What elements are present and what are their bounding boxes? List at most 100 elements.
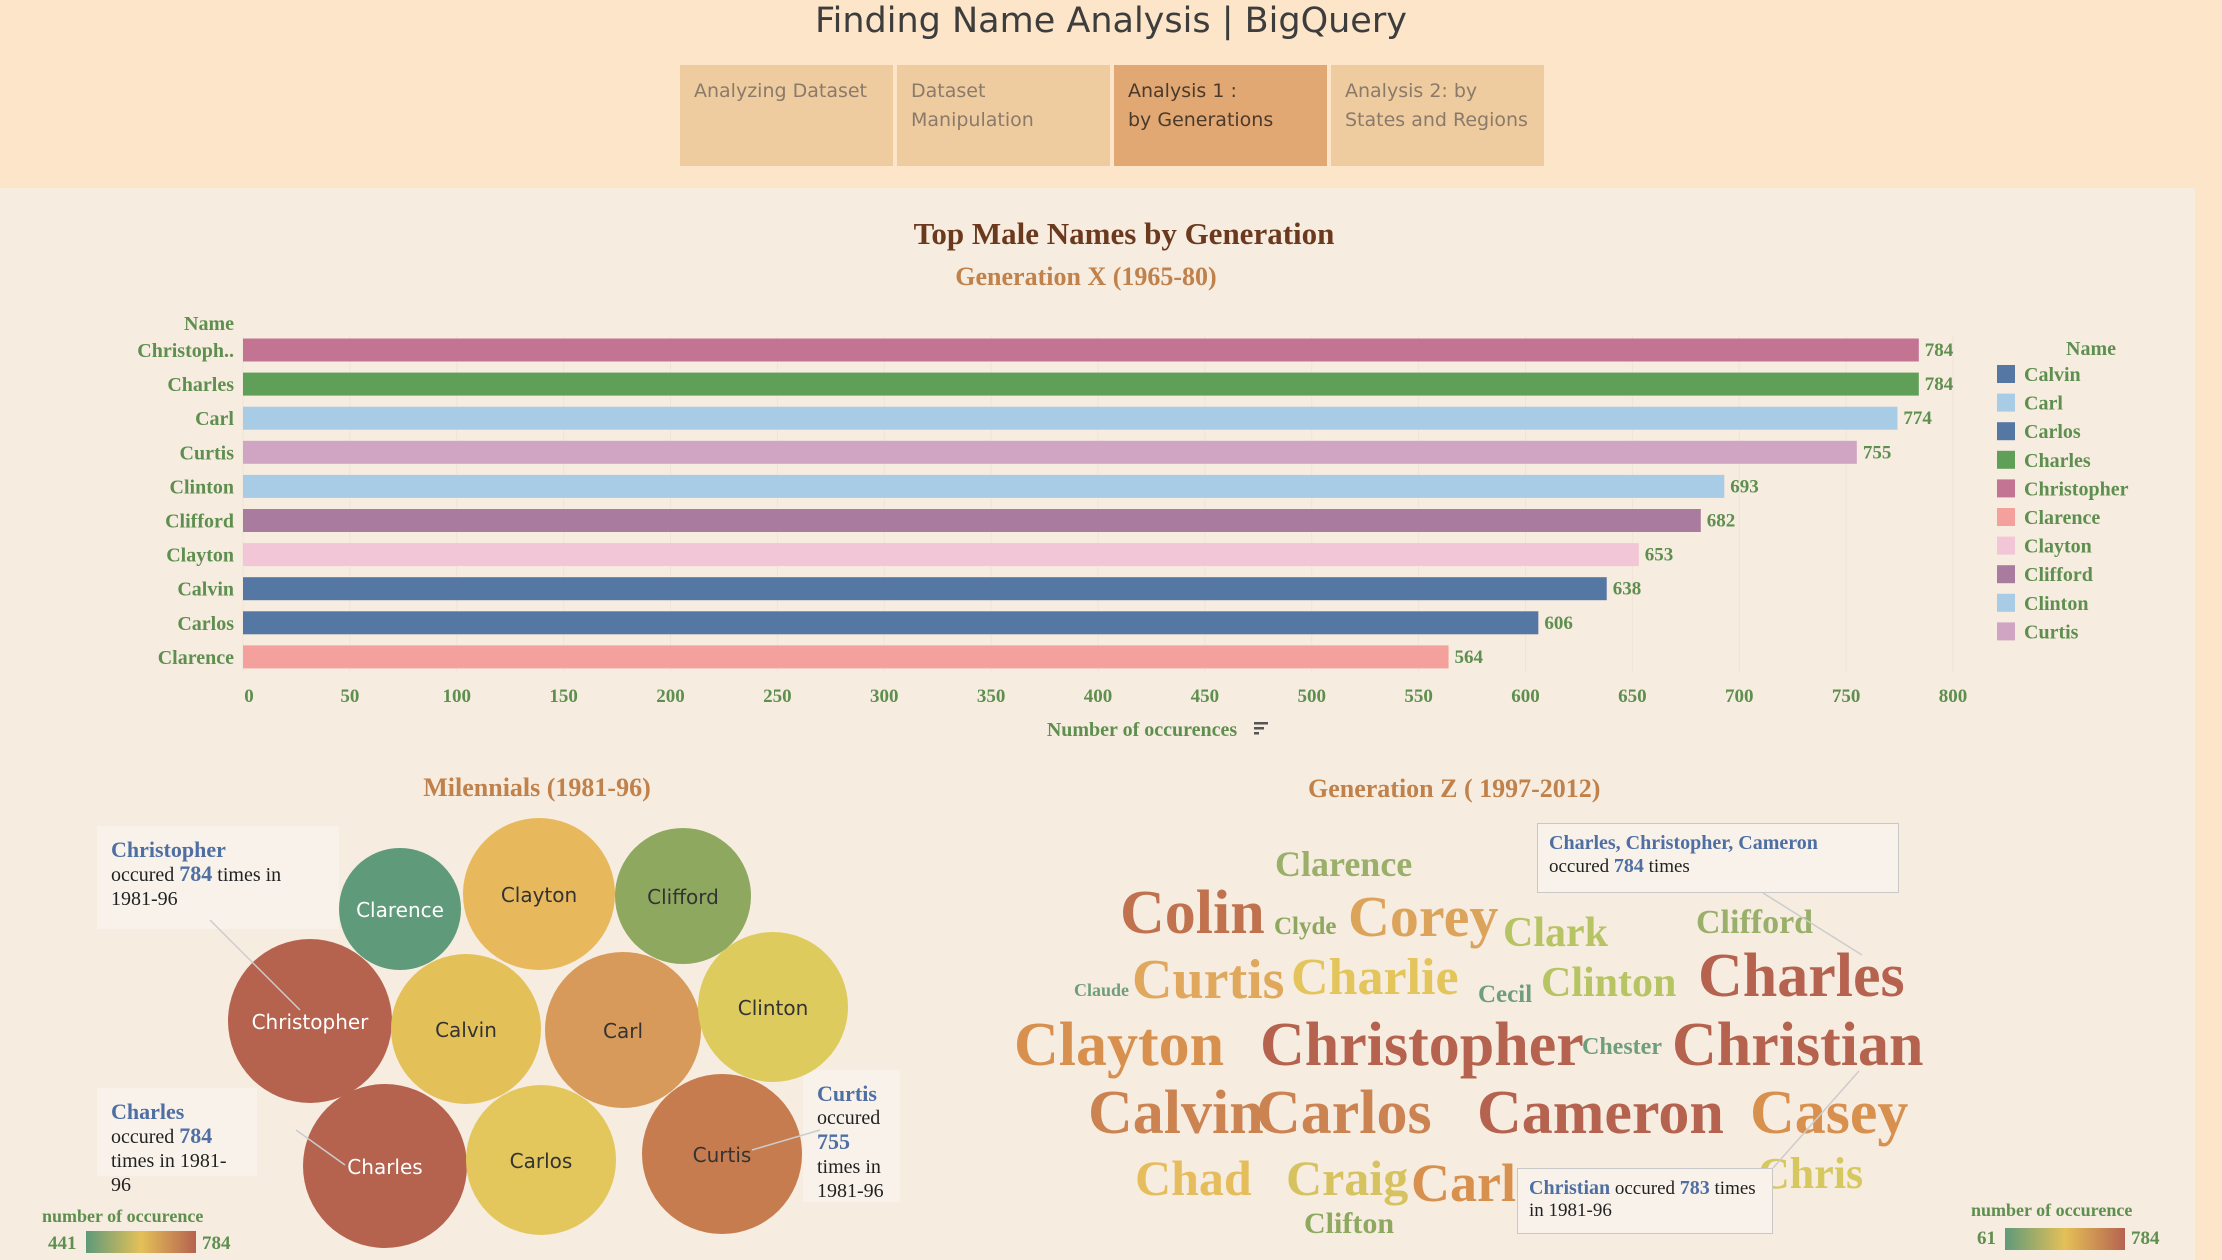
word-clayton[interactable]: Clayton <box>1014 1011 1225 1079</box>
color-legend-title: number of occurence <box>1971 1200 2133 1220</box>
tooltip-text: occured 784 times in 1981-96 <box>111 862 325 911</box>
legend-swatch <box>1997 365 2015 383</box>
bar[interactable] <box>243 440 1857 464</box>
x-tick-label: 50 <box>340 686 359 707</box>
data-label: 784 <box>1925 374 1954 395</box>
bubble-label: Clarence <box>356 898 444 922</box>
word-christian[interactable]: Christian <box>1672 1011 1924 1079</box>
word-calvin[interactable]: Calvin <box>1088 1079 1264 1147</box>
word-chris[interactable]: Chris <box>1758 1149 1864 1198</box>
bar[interactable] <box>243 372 1919 396</box>
legend-item-label: Christopher <box>2024 478 2129 500</box>
word-corey[interactable]: Corey <box>1348 884 1499 949</box>
word-craig[interactable]: Craig <box>1286 1150 1409 1206</box>
sort-icon[interactable] <box>1254 722 1268 735</box>
category-label: Charles <box>167 374 234 396</box>
word-chester[interactable]: Chester <box>1582 1034 1662 1060</box>
bar[interactable] <box>243 577 1607 601</box>
bubble-label: Calvin <box>435 1018 497 1042</box>
bubble[interactable] <box>698 932 848 1082</box>
tab-2[interactable]: Dataset Manipulation <box>897 65 1110 166</box>
tooltip-post: times in 1981-96 <box>817 1156 884 1202</box>
word-carl[interactable]: Carl <box>1411 1153 1516 1213</box>
data-label: 784 <box>1925 340 1954 361</box>
bar[interactable] <box>243 611 1539 635</box>
tab-4[interactable]: Analysis 2: by States and Regions <box>1331 65 1544 166</box>
word-claude[interactable]: Claude <box>1074 980 1130 1000</box>
tooltip-pre: occured <box>1610 1178 1680 1199</box>
tooltip-connector <box>751 1129 821 1151</box>
tooltip-2: Christian occured 783 times in 1981-96 <box>1517 1168 1773 1234</box>
x-tick-label: 0 <box>244 686 254 707</box>
word-cameron[interactable]: Cameron <box>1477 1079 1724 1147</box>
legend-item-label: Clayton <box>2024 536 2092 558</box>
tooltip-value: 784 <box>179 1123 213 1148</box>
chart-title: Generation X (1965-80) <box>955 262 1216 291</box>
x-tick-label: 750 <box>1832 686 1861 707</box>
word-colin[interactable]: Colin <box>1120 879 1265 947</box>
x-axis-label: Number of occurences <box>1047 719 1238 741</box>
word-clarence[interactable]: Clarence <box>1275 844 1413 884</box>
app-title: Finding Name Analysis | BigQuery <box>815 1 1407 41</box>
bubble[interactable] <box>466 1085 616 1235</box>
category-label: Clifford <box>165 511 234 533</box>
tooltip-name: Curtis <box>817 1081 877 1106</box>
header: Finding Name Analysis | BigQuery Analyzi… <box>0 0 2222 188</box>
bubble[interactable] <box>615 828 751 964</box>
word-charles[interactable]: Charles <box>1698 942 1905 1010</box>
bubble-label: Clayton <box>501 883 577 907</box>
tooltip-pre: occured <box>1549 856 1614 877</box>
word-chad[interactable]: Chad <box>1135 1150 1252 1206</box>
data-label: 693 <box>1730 476 1759 497</box>
category-label: Christoph.. <box>137 340 234 362</box>
word-clark[interactable]: Clark <box>1503 910 1608 956</box>
legend-swatch <box>1997 622 2015 641</box>
word-clifford[interactable]: Clifford <box>1696 904 1814 941</box>
bubble[interactable] <box>642 1074 802 1234</box>
tab-1[interactable]: Analyzing Dataset <box>680 65 893 166</box>
word-clifton[interactable]: Clifton <box>1304 1207 1394 1240</box>
bar[interactable] <box>243 474 1725 498</box>
data-label: 682 <box>1707 511 1736 532</box>
tooltip-post: times in 1981-96 <box>111 864 282 910</box>
legend-swatch <box>1997 593 2015 612</box>
word-casey[interactable]: Casey <box>1750 1079 1909 1147</box>
tooltip-pre: occured <box>111 1126 180 1148</box>
legend-item-label: Clinton <box>2024 593 2088 615</box>
tooltip-value: 783 <box>1679 1177 1710 1199</box>
tooltip-post: times in 1981-96 <box>1529 1178 1756 1221</box>
bubble[interactable] <box>391 954 541 1104</box>
data-label: 774 <box>1903 408 1932 429</box>
bar[interactable] <box>243 406 1898 430</box>
tab-bar: Analyzing Dataset Dataset Manipulation Ana… <box>680 65 1544 166</box>
word-carlos[interactable]: Carlos <box>1256 1079 1432 1147</box>
word-charlie[interactable]: Charlie <box>1291 949 1459 1006</box>
word-cecil[interactable]: Cecil <box>1478 981 1533 1008</box>
tooltip-text: Christian occured 783 times in 1981-96 <box>1529 1177 1761 1222</box>
tab-3[interactable]: Analysis 1 : by Generations <box>1114 65 1327 166</box>
word-curtis[interactable]: Curtis <box>1132 949 1285 1011</box>
category-label: Carlos <box>177 613 234 635</box>
x-tick-label: 100 <box>443 686 472 707</box>
color-legend-title: number of occurence <box>42 1206 203 1226</box>
bubble-chart-title: Milennials (1981-96) <box>423 773 651 802</box>
bar[interactable] <box>243 645 1449 669</box>
bubble[interactable] <box>339 848 461 970</box>
data-label: 653 <box>1645 545 1674 566</box>
word-christopher[interactable]: Christopher <box>1260 1011 1584 1079</box>
data-label: 638 <box>1613 579 1642 600</box>
bar[interactable] <box>243 509 1701 532</box>
x-tick-label: 550 <box>1404 686 1433 707</box>
word-clinton[interactable]: Clinton <box>1541 960 1677 1006</box>
legend-swatch <box>1997 450 2015 469</box>
tooltip-christopher: Christopher occured 784 times in 1981-96 <box>97 826 339 929</box>
bar[interactable] <box>243 543 1639 567</box>
word-clyde[interactable]: Clyde <box>1274 913 1337 940</box>
x-tick-label: 650 <box>1618 686 1647 707</box>
tooltip-connector <box>209 919 301 1011</box>
bar[interactable] <box>243 338 1919 362</box>
bubble[interactable] <box>303 1084 467 1248</box>
bubble[interactable] <box>463 818 615 970</box>
milennials-bubble-chart: Milennials (1981-96) Christopher Charles Ca… <box>42 773 848 1254</box>
bubble[interactable] <box>545 952 701 1108</box>
